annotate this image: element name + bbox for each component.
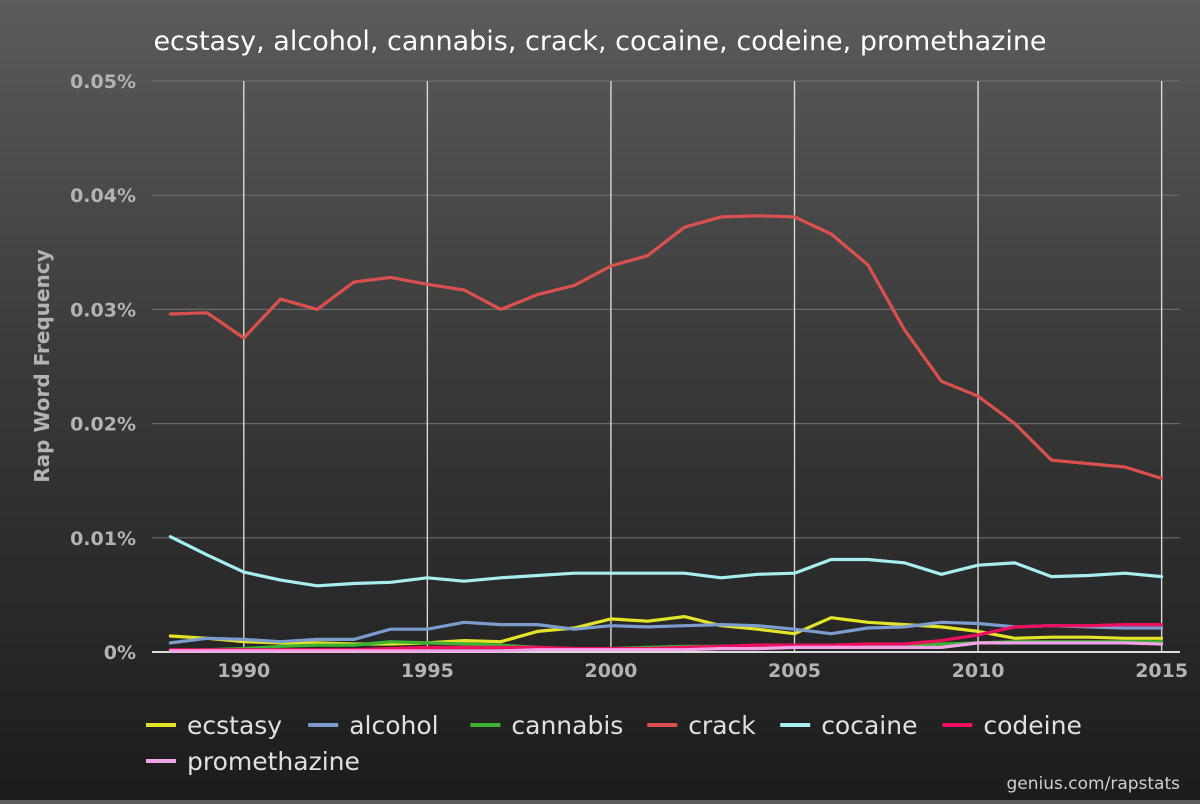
legend-item-ecstasy[interactable]: ecstasy <box>146 711 282 740</box>
y-tick-label: 0.04% <box>70 185 136 207</box>
axes: 0% 0.01% 0.02% 0.03% 0.04% 0.05% 1990 1995 2000 2… <box>70 71 1188 682</box>
legend-item-promethazine[interactable]: promethazine <box>146 747 360 776</box>
y-tick-label: 0.05% <box>70 71 136 93</box>
source-note[interactable]: genius.com/rapstats <box>1007 774 1181 794</box>
series-line-ecstasy <box>168 614 1164 646</box>
legend-item-cocaine[interactable]: cocaine <box>780 711 917 740</box>
x-tick-label: 2010 <box>952 660 1005 682</box>
series-line-cocaine <box>168 535 1164 588</box>
legend-item-alcohol[interactable]: alcohol <box>308 711 439 740</box>
x-tick-label: 2005 <box>768 660 821 682</box>
x-tick-label: 1995 <box>401 660 454 682</box>
legend-label: crack <box>688 711 756 740</box>
y-tick-label: 0.03% <box>70 299 136 321</box>
series-line-promethazine <box>168 641 1164 653</box>
legend-item-cannabis[interactable]: cannabis <box>470 711 623 740</box>
series-line-crack <box>168 214 1164 480</box>
y-tick-label: 0.01% <box>70 528 136 550</box>
y-tick-label: 0.02% <box>70 414 136 436</box>
legend-item-codeine[interactable]: codeine <box>942 711 1082 740</box>
legend-label: alcohol <box>349 711 438 740</box>
y-tick-label: 0% <box>104 642 136 664</box>
legend-label: codeine <box>983 711 1081 740</box>
legend-label: ecstasy <box>187 711 282 740</box>
y-axis-label: Rap Word Frequency <box>30 249 54 482</box>
legend-label: cocaine <box>821 711 917 740</box>
series-lines <box>168 214 1164 653</box>
x-tick-label: 1990 <box>217 660 270 682</box>
legend-item-crack[interactable]: crack <box>647 711 756 740</box>
x-tick-label: 2000 <box>584 660 637 682</box>
legend-label: cannabis <box>511 711 623 740</box>
legend-label: promethazine <box>187 747 360 776</box>
chart-title: ecstasy, alcohol, cannabis, crack, cocai… <box>153 26 1046 57</box>
series-line-alcohol <box>168 620 1164 645</box>
x-tick-label: 2015 <box>1135 660 1188 682</box>
legend: ecstasy alcohol cannabis crack cocaine codein… <box>146 711 1082 776</box>
grid <box>152 80 1180 652</box>
